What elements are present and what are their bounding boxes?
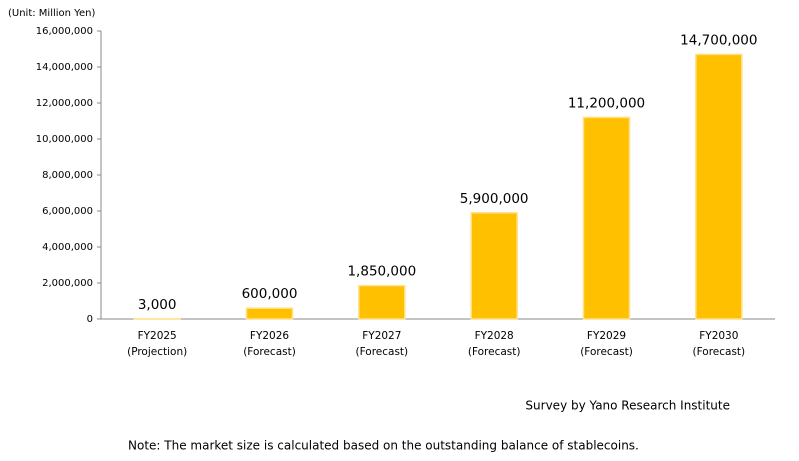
x-tick-label: (Forecast) [356, 346, 409, 358]
bar [695, 53, 743, 320]
note: Note: The market size is calculated base… [128, 439, 639, 453]
x-tick-label: (Forecast) [243, 346, 296, 358]
source: Survey by Yano Research Institute [525, 399, 730, 413]
value-label: 600,000 [242, 286, 298, 302]
y-tick-label: 12,000,000 [36, 98, 93, 109]
bar [470, 212, 518, 320]
x-tick-label: FY2030 [699, 330, 738, 342]
value-label: 1,850,000 [347, 264, 416, 280]
unit-label: (Unit: Million Yen) [8, 8, 95, 19]
x-tick-label: FY2026 [250, 330, 289, 342]
y-tick-label: 10,000,000 [36, 134, 93, 145]
y-tick-label: 2,000,000 [42, 278, 93, 289]
x-tick-label: FY2029 [587, 330, 626, 342]
x-tick-label: (Forecast) [693, 346, 746, 358]
x-tick-label: FY2028 [475, 330, 514, 342]
x-tick-label: (Forecast) [580, 346, 633, 358]
value-label: 14,700,000 [680, 32, 757, 48]
y-tick-label: 0 [87, 314, 93, 325]
bar [245, 307, 294, 320]
y-tick-label: 6,000,000 [42, 206, 93, 217]
y-tick-label: 14,000,000 [36, 62, 93, 73]
x-tick-label: (Forecast) [468, 346, 521, 358]
y-tick-label: 16,000,000 [36, 26, 93, 37]
value-label: 5,900,000 [460, 191, 529, 207]
value-label: 3,000 [138, 297, 177, 313]
y-tick-label: 8,000,000 [42, 170, 93, 181]
value-label: 11,200,000 [568, 95, 645, 111]
x-tick-label: FY2025 [138, 330, 177, 342]
y-tick-label: 4,000,000 [42, 242, 93, 253]
x-tick-label: FY2027 [362, 330, 401, 342]
x-tick-label: (Projection) [127, 346, 187, 358]
bar [358, 284, 406, 320]
bar [582, 116, 631, 320]
